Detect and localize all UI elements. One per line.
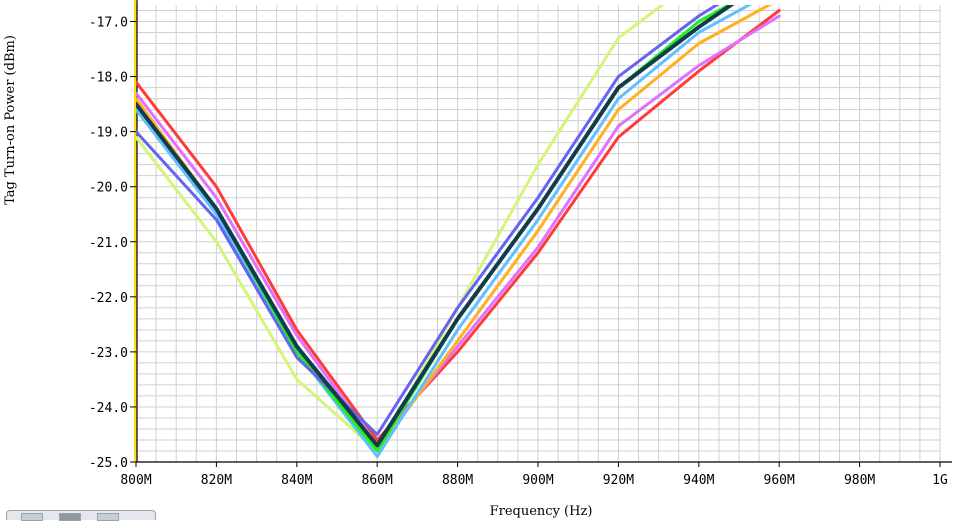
y-tick-label: -17.0 xyxy=(89,16,128,31)
x-tick-label: 940M xyxy=(683,473,714,488)
y-tick-label: -23.0 xyxy=(89,346,128,361)
y-tick-label: -22.0 xyxy=(89,291,128,306)
series-line-2 xyxy=(136,9,781,442)
series-group xyxy=(136,5,781,458)
y-tick-label: -18.0 xyxy=(89,71,128,86)
x-tick-label: 960M xyxy=(764,473,795,488)
x-axis-ticks: 800M 820M 840M 860M 880M 900M 920M 940M 960M 980M… xyxy=(120,462,948,488)
y-axis-ticks: -25.0 -24.0 -23.0 -22.0 -21.0 -20.0 -19.0 -18.0… xyxy=(89,16,136,471)
series-line-8 xyxy=(136,5,735,448)
x-tick-label: 900M xyxy=(522,473,553,488)
y-tick-label: -20.0 xyxy=(89,181,128,196)
x-tick-label: 1G xyxy=(932,473,948,488)
grid xyxy=(135,5,941,463)
series-line-7 xyxy=(136,5,720,436)
x-axis-title: Frequency (Hz) xyxy=(490,504,593,519)
x-tick-label: 880M xyxy=(442,473,473,488)
y-axis-title: Tag Turn-on Power (dBm) xyxy=(3,35,18,205)
y-tick-label: -21.0 xyxy=(89,236,128,251)
y-tick-label: -19.0 xyxy=(89,126,128,141)
x-tick-label: 800M xyxy=(120,473,151,488)
sheet-tab-bar[interactable] xyxy=(6,510,156,521)
series-line-5 xyxy=(136,5,753,458)
x-tick-label: 920M xyxy=(603,473,634,488)
y-tick-label: -25.0 xyxy=(89,456,128,471)
x-tick-label: 840M xyxy=(281,473,312,488)
y-tick-label: -24.0 xyxy=(89,401,128,416)
x-tick-label: 820M xyxy=(201,473,232,488)
x-tick-label: 980M xyxy=(844,473,875,488)
x-tick-label: 860M xyxy=(362,473,393,488)
series-line-3 xyxy=(136,14,781,447)
